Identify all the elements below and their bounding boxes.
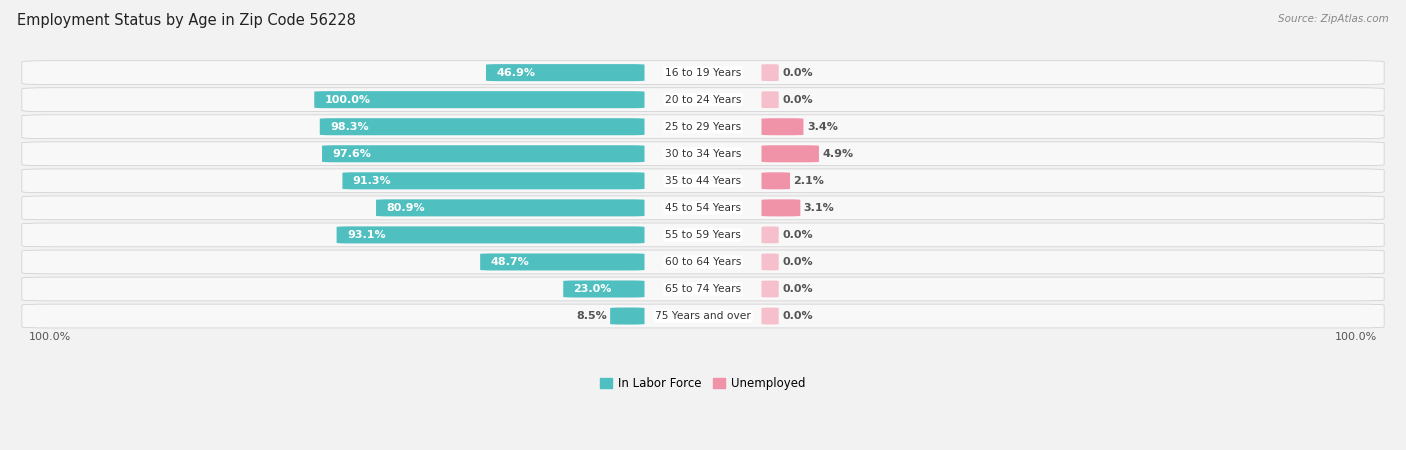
FancyBboxPatch shape	[762, 145, 818, 162]
Text: 8.5%: 8.5%	[576, 311, 607, 321]
FancyBboxPatch shape	[486, 64, 644, 81]
FancyBboxPatch shape	[315, 91, 644, 108]
Text: 97.6%: 97.6%	[332, 149, 371, 159]
Text: 80.9%: 80.9%	[387, 203, 425, 213]
FancyBboxPatch shape	[336, 226, 644, 243]
Text: 100.0%: 100.0%	[1334, 332, 1378, 342]
FancyBboxPatch shape	[762, 172, 790, 189]
Text: 16 to 19 Years: 16 to 19 Years	[665, 68, 741, 78]
FancyBboxPatch shape	[22, 277, 1384, 301]
FancyBboxPatch shape	[22, 169, 1384, 193]
Text: 60 to 64 Years: 60 to 64 Years	[665, 257, 741, 267]
Text: 93.1%: 93.1%	[347, 230, 385, 240]
Text: Employment Status by Age in Zip Code 56228: Employment Status by Age in Zip Code 562…	[17, 14, 356, 28]
Text: 0.0%: 0.0%	[782, 311, 813, 321]
Text: 23.0%: 23.0%	[574, 284, 612, 294]
FancyBboxPatch shape	[22, 142, 1384, 166]
FancyBboxPatch shape	[762, 307, 779, 324]
Text: 98.3%: 98.3%	[330, 122, 368, 132]
FancyBboxPatch shape	[762, 253, 779, 270]
Text: 25 to 29 Years: 25 to 29 Years	[665, 122, 741, 132]
FancyBboxPatch shape	[319, 118, 644, 135]
Text: Source: ZipAtlas.com: Source: ZipAtlas.com	[1278, 14, 1389, 23]
Legend: In Labor Force, Unemployed: In Labor Force, Unemployed	[596, 373, 810, 395]
FancyBboxPatch shape	[610, 307, 644, 324]
Text: 91.3%: 91.3%	[353, 176, 391, 186]
FancyBboxPatch shape	[22, 115, 1384, 139]
Text: 48.7%: 48.7%	[491, 257, 529, 267]
FancyBboxPatch shape	[762, 91, 779, 108]
Text: 75 Years and over: 75 Years and over	[655, 311, 751, 321]
Text: 55 to 59 Years: 55 to 59 Years	[665, 230, 741, 240]
FancyBboxPatch shape	[22, 88, 1384, 112]
Text: 0.0%: 0.0%	[782, 68, 813, 78]
FancyBboxPatch shape	[762, 199, 800, 216]
Text: 0.0%: 0.0%	[782, 257, 813, 267]
Text: 2.1%: 2.1%	[793, 176, 824, 186]
Text: 20 to 24 Years: 20 to 24 Years	[665, 94, 741, 105]
FancyBboxPatch shape	[481, 253, 644, 270]
FancyBboxPatch shape	[22, 61, 1384, 85]
FancyBboxPatch shape	[343, 172, 644, 189]
FancyBboxPatch shape	[22, 250, 1384, 274]
Text: 100.0%: 100.0%	[28, 332, 72, 342]
Text: 35 to 44 Years: 35 to 44 Years	[665, 176, 741, 186]
Text: 0.0%: 0.0%	[782, 284, 813, 294]
FancyBboxPatch shape	[22, 223, 1384, 247]
Text: 3.1%: 3.1%	[804, 203, 835, 213]
Text: 0.0%: 0.0%	[782, 94, 813, 105]
Text: 65 to 74 Years: 65 to 74 Years	[665, 284, 741, 294]
Text: 30 to 34 Years: 30 to 34 Years	[665, 149, 741, 159]
Text: 0.0%: 0.0%	[782, 230, 813, 240]
Text: 100.0%: 100.0%	[325, 94, 371, 105]
Text: 4.9%: 4.9%	[823, 149, 853, 159]
FancyBboxPatch shape	[22, 196, 1384, 220]
FancyBboxPatch shape	[762, 64, 779, 81]
Text: 45 to 54 Years: 45 to 54 Years	[665, 203, 741, 213]
FancyBboxPatch shape	[762, 226, 779, 243]
FancyBboxPatch shape	[22, 304, 1384, 328]
Text: 46.9%: 46.9%	[496, 68, 536, 78]
FancyBboxPatch shape	[762, 280, 779, 297]
Text: 3.4%: 3.4%	[807, 122, 838, 132]
FancyBboxPatch shape	[762, 118, 803, 135]
FancyBboxPatch shape	[322, 145, 644, 162]
FancyBboxPatch shape	[375, 199, 644, 216]
FancyBboxPatch shape	[564, 280, 644, 297]
